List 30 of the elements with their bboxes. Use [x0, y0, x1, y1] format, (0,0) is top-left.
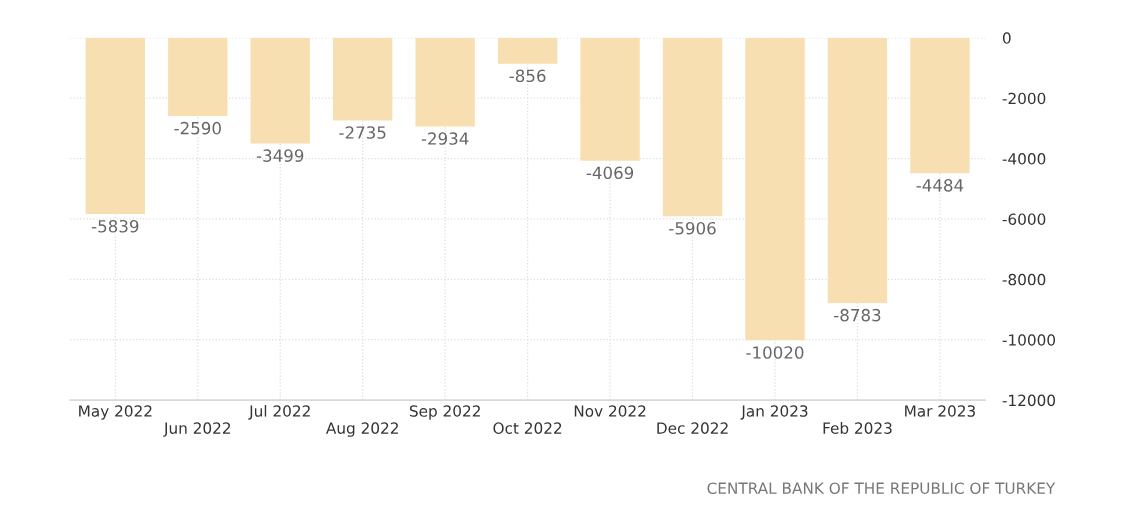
y-tick-label: -8000 [1002, 273, 1046, 286]
data-label: -2735 [339, 126, 386, 139]
y-tick-label: -2000 [1002, 92, 1046, 105]
data-label: -2934 [421, 132, 469, 145]
x-tick-label: Mar 2023 [905, 405, 975, 417]
data-label: -2590 [174, 121, 221, 135]
x-tick-label: Aug 2022 [326, 422, 398, 437]
data-label: -4484 [916, 179, 964, 192]
y-tick-label: -6000 [1002, 213, 1046, 225]
x-tick-label: Jan 2023 [740, 405, 808, 420]
x-tick-label: May 2022 [79, 405, 152, 420]
y-tick-label: -12000 [1002, 394, 1056, 407]
data-label: -4069 [586, 166, 634, 180]
data-label: -3499 [256, 149, 304, 162]
y-tick-label: 0 [1002, 32, 1011, 44]
x-tick-label: Dec 2022 [657, 422, 728, 434]
x-tick-label: Oct 2022 [493, 422, 562, 434]
x-tick-label: Nov 2022 [574, 405, 646, 417]
data-label: -5906 [669, 221, 716, 235]
y-tick-label: -10000 [1002, 334, 1056, 346]
data-label: -8783 [834, 308, 881, 322]
data-label: -5839 [91, 219, 139, 233]
text: CENTRAL BANK OF THE REPUBLIC OF TURKEY [707, 482, 1056, 494]
x-tick-label: Jun 2022 [163, 422, 231, 437]
x-tick-label: Sep 2022 [409, 405, 480, 420]
data-label: -856 [509, 69, 546, 83]
y-tick-label: -4000 [1002, 153, 1046, 165]
data-label: -10020 [746, 346, 804, 359]
x-tick-label: Jul 2022 [248, 404, 310, 420]
x-tick-label: Feb 2023 [823, 422, 892, 434]
